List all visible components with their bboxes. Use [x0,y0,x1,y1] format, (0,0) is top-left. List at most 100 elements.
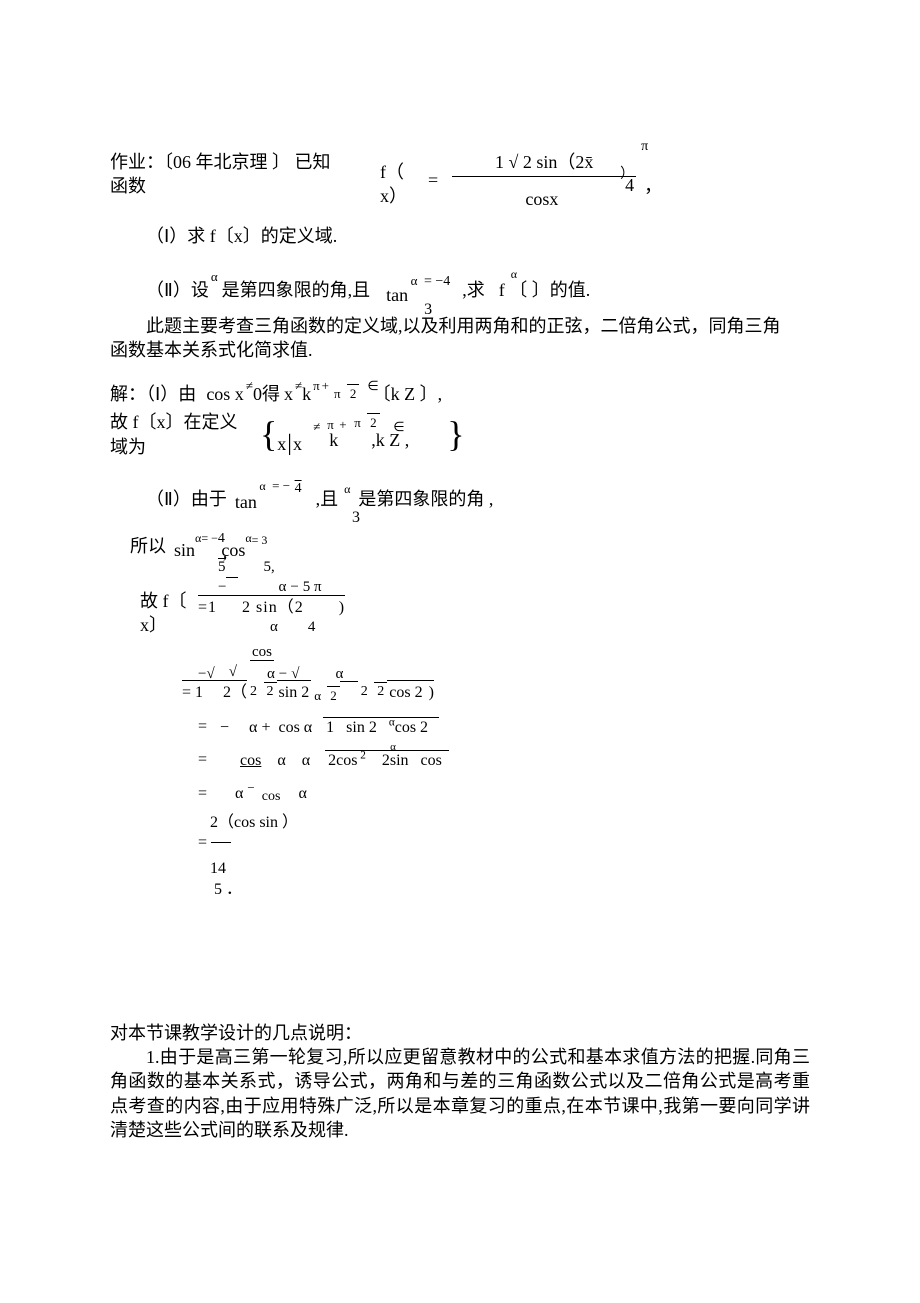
s1-ne: ≠ [246,377,253,395]
sol2-line2: 所以 sin α = − 4 , cos α = 3 [130,525,810,559]
set-xx: x|x [277,428,302,460]
s1-k: k [302,382,311,406]
s2-cos-eq: = 3 [252,532,268,548]
s2-eq1: =1 2 sin（2 ) [198,595,345,619]
l7-num: cos α α [213,752,321,770]
footer-p1-text: 1.由于是高三第一轮复习,所以应更留意教材中的公式和基本求值方法的把握.同角三角… [110,1047,810,1140]
s1-ne2: ≠ [295,377,302,395]
cosbar-txt: cos [250,644,274,661]
set-in: ∈ [393,418,404,436]
l5b-f3d: 2 [374,682,387,699]
l5b-f2n: α [311,688,324,704]
l10-dash [211,842,231,843]
s1-pi2-num: π [331,386,344,402]
l6-eq: = [198,716,207,738]
s2-c: 是第四象限的角 , [358,487,493,511]
l8-minus: − [247,779,254,797]
l9-txt: 2（cos sin ） [210,814,298,831]
s2-b: ,且 [316,487,339,511]
gu-1: 故 f〔 [140,589,187,613]
p2-falpha-alpha: α [511,266,517,282]
sol2-line7: = cos α α 2cos 2 2sαin cos [198,749,810,771]
num-text: 1 √ 2 sin（2x̄ [495,152,593,172]
l6-den: 1 sin 2 αcos 2 [323,717,439,736]
s2-cos: cos [221,538,245,562]
big-fraction: 1 √ 2 sin（2x̄ π ） cosx 4 [444,150,644,212]
s1b-left: 故 f〔x〕在定义 域为 [110,410,260,459]
s1-x: x [284,382,293,406]
sol2-line10: = [198,832,810,854]
sol2-14: 14 [210,858,810,880]
s2-a: （Ⅱ）由于 [146,487,227,511]
header-left: 作业：〔06 年北京理 〕 已知 函数 [110,150,380,199]
p2-c: ,求 [462,278,485,302]
l5b-eq: = 1 2（ [182,680,247,704]
s1-zero: 0 [253,382,262,406]
fraction-numerator: 1 √ 2 sin（2x̄ π ） [444,150,644,174]
brace-right: } [447,424,464,446]
s2-alpha: α [259,479,265,493]
l8-num: cos [259,789,284,805]
p2-tan: tan [386,285,408,305]
p2-eqneg4: = −4 [424,274,450,289]
gu-2: x〕 [140,613,187,637]
s2-minus: − [290,577,298,597]
s1-cosx: cos x [206,382,244,406]
den-cosx: cosx [525,187,558,211]
pi-sup: π [641,138,648,157]
l5b-f3n: 2 [358,684,371,700]
sol2-line8: = α − cos α [198,783,810,805]
sol2-cosbar: cos [250,642,810,662]
p2-a: （Ⅱ）设 [146,278,209,302]
l6-num: − α + cos α [213,719,319,737]
l7-frac: cos α α 2cos 2 2sαin cos [213,751,449,769]
sol2-line5b: = 1 2（ 2 2 sin 2 α 2 2 2 cos 2 ) [182,680,810,704]
s2-root [226,577,238,578]
l5b-sin2: sin 2 [277,680,312,704]
sol2-line6: = − α + cos α 1 sin 2 αcos 2 [198,716,810,738]
s1-b1: 故 f〔x〕在定义 [110,410,260,434]
l6-frac: − α + cos α 1 sin 2 αcos 2 [213,717,439,735]
l8-alpha2: α [298,783,306,805]
s2-neg: − [218,577,226,597]
s2-5b: 5 [264,557,272,577]
l5b-f1n: 2 [247,684,260,700]
s2-tan: tan [235,492,257,512]
l10-dot: ． [226,879,242,901]
header-line2: 函数 [110,174,380,198]
part2-title: （Ⅱ）设 α 是第四象限的角,且 tan α = −4 3 ,求 f α 〔 〕… [146,260,810,302]
s1-pi2-frac: π 2 [331,387,359,400]
p2-falpha: 〔 〕的值. [509,280,590,300]
s1-b2: 域为 [110,435,260,459]
desc-line1: 此题主要考查三角函数的定义域,以及利用两角和的正弦，二倍角公式，同角三角 [146,314,810,338]
s2-alpha3: α [278,577,286,597]
l10-eq: = [198,832,207,854]
fx-bot: x） [380,184,428,208]
set-frac-n: π [351,415,364,431]
s2-eqneg: = − [272,478,290,493]
set-plus: + [339,416,346,434]
p2-f: f [499,280,505,300]
s2-alpha4: α [270,617,278,637]
header-comma: ， [644,174,662,198]
part1-title: （Ⅰ）求 f〔x〕的定义域. [146,224,810,248]
l5b-f2d: 2 [327,686,340,703]
sol1-line2: 故 f〔x〕在定义 域为 { x|x ≠ k π + π 2 ,k Z , ∈ … [110,410,810,459]
header-line1: 作业：〔06 年北京理 〕 已知 [110,150,380,174]
sol2-line9: 2（cos sin ） [210,812,810,834]
document-page: 作业：〔06 年北京理 〕 已知 函数 f（ x） = 1 √ 2 sin（2x… [0,0,920,1303]
sol1-line1: 解：（Ⅰ）由 cos x ≠ 0 得 x ≠ k π + π 2 ∈ 〔k Z … [110,366,810,406]
fx-top: f（ [380,160,428,184]
s2-5pi: 5 π [303,577,322,597]
num-close: ） [620,166,634,185]
p2-alpha-sup: α [211,268,218,286]
s2-four: 4 [295,481,302,496]
desc-line2: 函数基本关系式化简求值. [110,338,810,362]
s2-sin: sin [174,538,195,562]
fraction-denominator: cosx 4 [444,177,644,211]
s1-plus: + [322,377,329,395]
l5-rt2: √ [229,662,237,682]
l8-eq: = [198,783,207,805]
problem-header: 作业：〔06 年北京理 〕 已知 函数 f（ x） = 1 √ 2 sin（2x… [110,150,810,212]
l10-5: 5 [214,879,222,901]
